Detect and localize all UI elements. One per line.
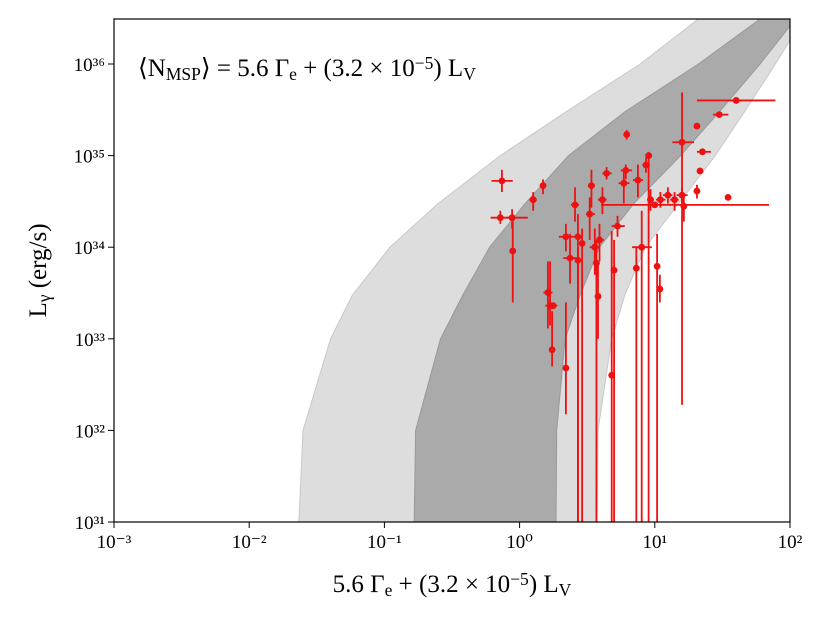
- point: [656, 285, 664, 293]
- point: [498, 177, 506, 185]
- x-axis-label: 5.6 Γe + (3.2 × 10−5) LV: [333, 569, 572, 600]
- point: [680, 202, 688, 210]
- point: [664, 191, 672, 199]
- text-segment: (erg/s): [25, 223, 52, 294]
- point: [509, 247, 517, 255]
- text-segment: L: [25, 302, 52, 317]
- text-segment: + (3.2 × 10: [297, 55, 415, 82]
- point: [693, 122, 701, 130]
- point: [571, 201, 579, 209]
- text-segment: + (3.2 × 10: [392, 571, 510, 598]
- text-segment: γ: [34, 294, 54, 303]
- point: [578, 240, 586, 247]
- point: [549, 302, 557, 310]
- point: [562, 233, 570, 241]
- point: [496, 214, 504, 222]
- bands: [298, 19, 790, 522]
- point: [696, 167, 704, 175]
- text-segment: 5.6 Γ: [333, 571, 385, 598]
- text-segment: MSP: [166, 64, 201, 84]
- y-axis-label: Lγ (erg/s): [25, 223, 54, 317]
- plot-frame: [113, 18, 791, 523]
- y-tick-label: 10³²: [75, 421, 106, 442]
- point: [656, 196, 664, 204]
- point: [586, 210, 594, 218]
- x-tick-label: 10¹: [642, 532, 667, 553]
- point: [732, 97, 740, 104]
- point: [642, 161, 650, 169]
- text-segment: ⟩ = 5.6 Γ: [201, 55, 289, 82]
- point: [548, 346, 556, 354]
- point: [588, 182, 595, 190]
- axes: 10⁻³ 10⁻² 10⁻¹ 10⁰ 10¹ 10² 10³¹ 10³² 10³³ 10³⁴ 10³…: [25, 53, 803, 600]
- x-tick-label: 10⁻³: [97, 532, 132, 553]
- y-tick-label: 10³¹: [75, 513, 106, 534]
- point: [651, 201, 659, 209]
- text-segment: e: [289, 64, 297, 84]
- point: [638, 243, 646, 251]
- point: [539, 182, 547, 190]
- x-tick-label: 10⁻²: [232, 532, 267, 553]
- point: [623, 131, 631, 138]
- point: [529, 196, 537, 204]
- y-tick-label: 10³⁵: [74, 147, 105, 168]
- x-tick-label: 10⁰: [506, 532, 533, 553]
- point: [693, 187, 701, 195]
- point: [671, 196, 678, 204]
- point: [599, 196, 606, 204]
- point: [724, 193, 732, 201]
- text-segment: −5: [415, 53, 434, 73]
- point: [614, 222, 621, 230]
- point: [647, 196, 654, 204]
- text-segment: ⟨N: [138, 55, 166, 82]
- text-segment: V: [463, 64, 476, 84]
- point: [610, 266, 618, 274]
- point: [594, 293, 602, 300]
- point: [574, 256, 582, 264]
- point: [596, 236, 603, 244]
- text-segment: e: [385, 580, 393, 600]
- point: [622, 166, 630, 174]
- point: [653, 262, 661, 270]
- text-segment: V: [559, 580, 572, 600]
- points: [490, 92, 776, 522]
- text-segment: ) L: [433, 55, 463, 82]
- point: [645, 152, 653, 160]
- y-tick-label: 10³³: [75, 330, 106, 351]
- point: [715, 111, 723, 119]
- band: [413, 19, 790, 522]
- point: [620, 179, 628, 187]
- point: [632, 264, 640, 272]
- x-tick-label: 10²: [778, 532, 803, 553]
- point: [574, 233, 582, 241]
- point: [603, 169, 610, 177]
- point: [566, 254, 574, 262]
- y-tick-label: 10³⁶: [74, 55, 105, 76]
- annotation: ⟨NMSP⟩ = 5.6 Γe + (3.2 × 10−5) LV: [138, 53, 476, 84]
- point: [678, 138, 686, 146]
- point: [699, 148, 706, 156]
- text-segment: ) L: [529, 571, 559, 598]
- point: [562, 364, 570, 372]
- point: [634, 176, 642, 184]
- x-tick-label: 10⁻¹: [367, 532, 402, 553]
- text-segment: −5: [510, 569, 529, 589]
- y-tick-label: 10³⁴: [74, 238, 106, 259]
